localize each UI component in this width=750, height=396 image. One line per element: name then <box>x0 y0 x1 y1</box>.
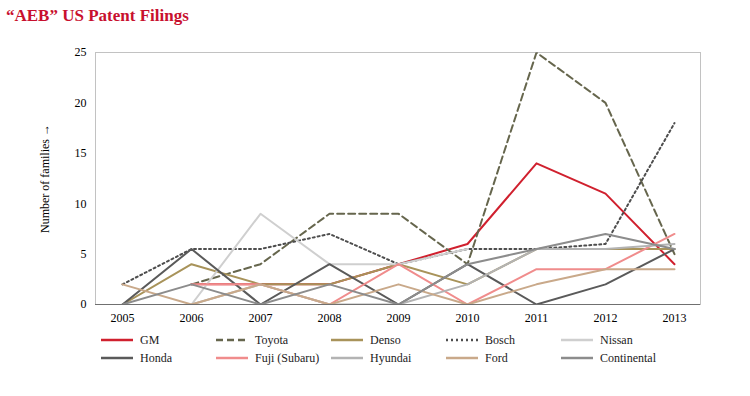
html-text:“AEB” US Patent Filings: “AEB” US Patent Filings <box>6 6 189 25</box>
html-text:Continental: Continental <box>600 350 656 365</box>
svg-text:2005: 2005 <box>111 311 135 325</box>
svg-text:5: 5 <box>81 247 87 261</box>
svg-text:2012: 2012 <box>594 311 618 325</box>
svg-text:0: 0 <box>81 297 87 311</box>
html-text:Bosch: Bosch <box>485 332 515 347</box>
html-text:Honda: Honda <box>140 350 172 365</box>
svg-text:25: 25 <box>75 45 87 59</box>
svg-text:Number of families →: Number of families → <box>38 124 52 233</box>
svg-text:2008: 2008 <box>318 311 342 325</box>
svg-text:15: 15 <box>75 146 87 160</box>
html-text:Toyota: Toyota <box>255 332 289 347</box>
html-text:Fuji (Subaru): Fuji (Subaru) <box>255 350 320 365</box>
svg-text:2013: 2013 <box>663 311 687 325</box>
html-text:Nissan: Nissan <box>600 332 633 347</box>
html-text:GM: GM <box>140 332 160 347</box>
svg-text:2006: 2006 <box>180 311 204 325</box>
svg-text:2011: 2011 <box>525 311 549 325</box>
svg-text:20: 20 <box>75 96 87 110</box>
svg-text:2010: 2010 <box>456 311 480 325</box>
html-text:Denso: Denso <box>370 332 401 347</box>
svg-text:10: 10 <box>75 197 87 211</box>
html-text:Ford: Ford <box>485 350 508 365</box>
svg-text:2007: 2007 <box>249 311 273 325</box>
html-text:Hyundai: Hyundai <box>370 350 412 365</box>
svg-text:2009: 2009 <box>387 311 411 325</box>
